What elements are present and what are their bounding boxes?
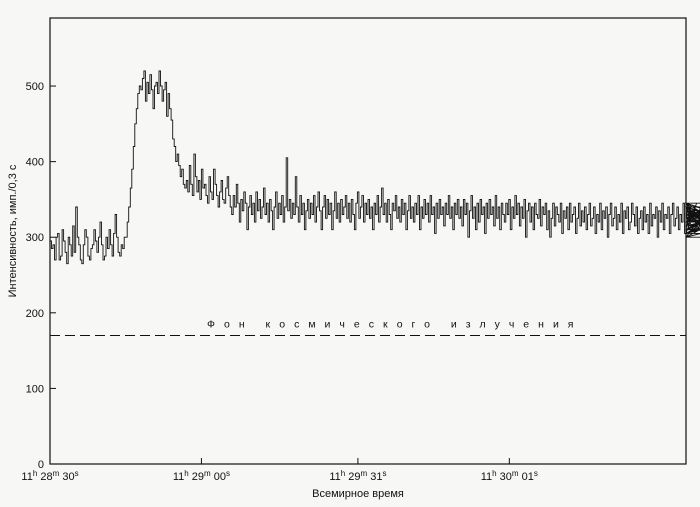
x-axis-title: Всемирное время xyxy=(312,488,404,500)
y-tick-label: 500 xyxy=(26,81,44,93)
y-tick-label: 400 xyxy=(26,157,44,169)
x-tick-label: 11h 29m 31s xyxy=(329,469,386,483)
y-tick-label: 0 xyxy=(38,459,44,471)
y-tick-label: 100 xyxy=(26,383,44,395)
y-axis-title-text: Интенсивность, имп./0,3 с xyxy=(7,164,19,297)
y-tick-label: 300 xyxy=(26,232,44,244)
y-tick-label: 200 xyxy=(26,308,44,320)
y-axis-title: Интенсивность, имп./0,3 с xyxy=(7,164,19,297)
x-tick-label: 11h 30m 01s xyxy=(481,469,538,483)
intensity-series xyxy=(50,70,700,265)
x-tick-label: 11h 28m 30s xyxy=(21,469,78,483)
x-tick-label: 11h 29m 00s xyxy=(173,469,230,483)
background-annotation: Фон космического излучения xyxy=(207,318,583,330)
